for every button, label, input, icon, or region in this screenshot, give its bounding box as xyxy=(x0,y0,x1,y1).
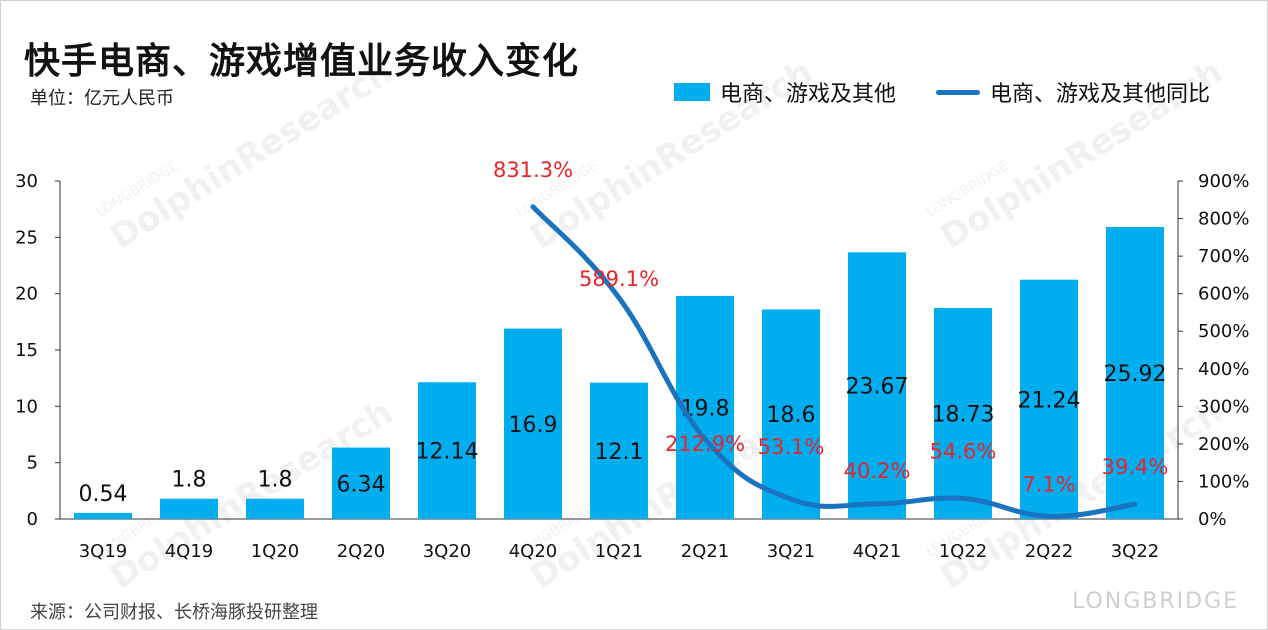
yoy-value-label: 53.1% xyxy=(758,435,825,459)
yoy-value-label: 39.4% xyxy=(1102,455,1169,479)
y-tick-label: 10 xyxy=(15,396,38,417)
bar-value-label: 1.8 xyxy=(258,468,293,493)
y2-tick-label: 100% xyxy=(1198,471,1249,492)
x-tick-label: 2Q20 xyxy=(337,541,386,562)
x-tick-label: 3Q22 xyxy=(1111,541,1160,562)
x-tick-label: 4Q21 xyxy=(853,541,902,562)
bar xyxy=(332,447,390,519)
yoy-value-label: 831.3% xyxy=(493,158,573,182)
x-tick-label: 4Q19 xyxy=(165,541,214,562)
bar xyxy=(246,498,304,519)
y-tick-label: 20 xyxy=(15,284,38,305)
y2-tick-label: 600% xyxy=(1198,284,1249,305)
legend-line-label: 电商、游戏及其他同比 xyxy=(990,82,1211,107)
yoy-value-label: 7.1% xyxy=(1022,472,1075,496)
bar-value-label: 1.8 xyxy=(172,468,207,493)
source-note: 来源：公司财报、长桥海豚投研整理 xyxy=(30,602,318,623)
bar xyxy=(934,307,992,519)
bar-value-label: 12.14 xyxy=(416,440,479,465)
x-tick-label: 4Q20 xyxy=(509,541,558,562)
y2-tick-label: 200% xyxy=(1198,434,1249,455)
y-tick-label: 0 xyxy=(27,509,38,530)
chart-title: 快手电商、游戏增值业务收入变化 xyxy=(24,41,580,82)
bar-value-label: 6.34 xyxy=(337,472,386,497)
yoy-value-label: 54.6% xyxy=(930,439,997,463)
y-tick-label: 5 xyxy=(27,453,38,474)
bar-value-label: 12.1 xyxy=(595,440,644,465)
bar-value-label: 23.67 xyxy=(846,375,909,400)
y2-tick-label: 400% xyxy=(1198,359,1249,380)
bar xyxy=(160,498,218,519)
y2-tick-label: 800% xyxy=(1198,209,1249,230)
y2-tick-label: 0% xyxy=(1198,509,1227,530)
legend-bar-swatch xyxy=(674,83,710,101)
x-tick-label: 2Q21 xyxy=(681,541,730,562)
legend-line-swatch xyxy=(936,89,981,95)
bar xyxy=(74,512,132,519)
bar xyxy=(590,382,648,519)
x-tick-label: 2Q22 xyxy=(1025,541,1074,562)
bar xyxy=(848,252,906,519)
legend: 电商、游戏及其他 电商、游戏及其他同比 xyxy=(674,76,1210,108)
yoy-line xyxy=(530,204,1138,519)
y2-tick-label: 500% xyxy=(1198,321,1249,342)
bar xyxy=(1106,226,1164,519)
y2-tick-label: 700% xyxy=(1198,246,1249,267)
bar-value-label: 0.54 xyxy=(79,482,128,507)
y-tick-label: 25 xyxy=(15,227,38,248)
bar xyxy=(762,309,820,519)
x-tick-label: 1Q20 xyxy=(251,541,300,562)
bar-value-label: 18.6 xyxy=(767,403,816,428)
bar xyxy=(676,295,734,519)
bar-value-label: 25.92 xyxy=(1104,362,1167,387)
x-tick-label: 3Q19 xyxy=(79,541,128,562)
bar-value-label: 21.24 xyxy=(1018,388,1081,413)
y2-tick-label: 300% xyxy=(1198,396,1249,417)
bar xyxy=(504,328,562,519)
bar-value-label: 18.73 xyxy=(932,402,995,427)
bar xyxy=(418,382,476,519)
yoy-value-label: 589.1% xyxy=(579,267,659,291)
yoy-value-label: 40.2% xyxy=(844,459,911,483)
watermark-corner: LONGBRIDGE xyxy=(1072,589,1239,614)
y-tick-label: 15 xyxy=(15,340,38,361)
yoy-value-label: 212.9% xyxy=(665,432,745,456)
bar xyxy=(1020,279,1078,519)
x-tick-label: 1Q22 xyxy=(939,541,988,562)
unit-label: 单位：亿元人民币 xyxy=(30,88,174,109)
y2-tick-label: 900% xyxy=(1198,171,1249,192)
x-tick-label: 3Q21 xyxy=(767,541,816,562)
x-tick-label: 3Q20 xyxy=(423,541,472,562)
x-tick-label: 1Q21 xyxy=(595,541,644,562)
y-tick-label: 30 xyxy=(15,171,38,192)
legend-bar-label: 电商、游戏及其他 xyxy=(720,82,897,107)
bar-value-label: 16.9 xyxy=(509,413,558,438)
